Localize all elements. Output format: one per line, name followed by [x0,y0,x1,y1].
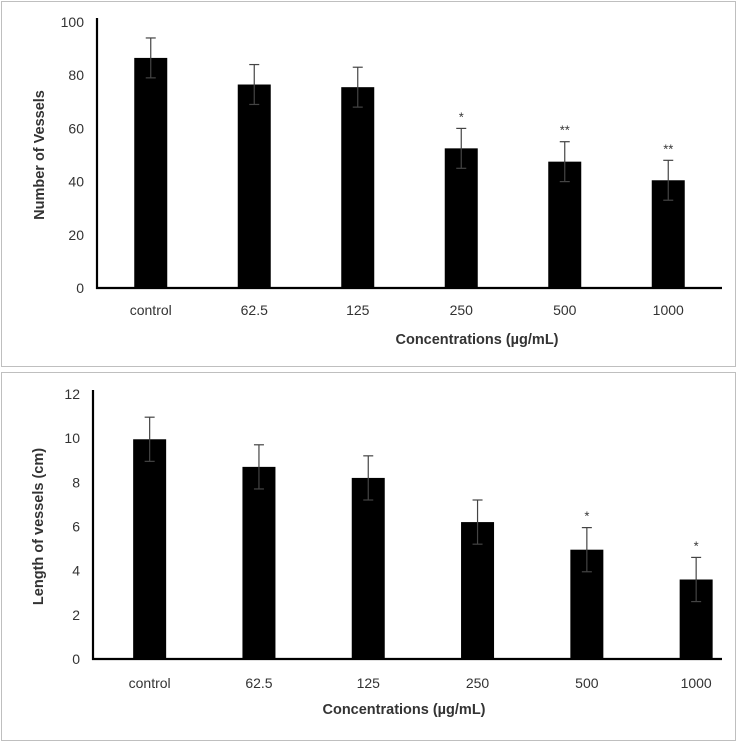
length-y-tick-label-4: 8 [72,474,80,490]
length-x-tick-label-1: 62.5 [245,675,272,691]
count-y-tick-label-0: 0 [76,280,84,296]
count-y-tick-label-3: 60 [68,120,84,136]
length-bar-1 [242,466,276,659]
length-y-tick-label-0: 0 [72,651,80,667]
length-error-bar-1 [253,444,264,490]
count-bar-2 [341,87,375,288]
vessel-length-chart: 0 2 4 6 8 10 12 control 62.5 125 250 * 500 * 1000 Conce… [31,386,722,718]
count-bar-3 [444,148,478,288]
count-x-tick-label-0: control [130,302,172,318]
chart-panel-vessel-length: 0 2 4 6 8 10 12 control 62.5 125 250 * 500 * 1000 Conce… [1,372,736,741]
count-x-tick-label-4: 500 [553,302,577,318]
count-x-axis-title: Concentrations (µg/mL) [395,332,558,348]
length-x-tick-label-4: 500 [575,675,599,691]
length-y-axis-title: Length of vessels (cm) [31,448,47,605]
length-x-tick-label-0: control [129,675,171,691]
count-bar-1 [237,84,271,288]
length-y-tick-label-5: 10 [64,430,80,446]
length-y-tick-label-2: 4 [72,563,80,579]
count-x-tick-label-2: 125 [346,302,370,318]
count-y-tick-label-1: 20 [68,227,84,243]
length-bar-3 [461,522,495,659]
count-y-tick-label-4: 80 [68,67,84,83]
length-y-tick-label-6: 12 [64,386,80,402]
count-x-tick-label-1: 62.5 [241,302,268,318]
length-x-tick-label-3: 250 [466,675,490,691]
count-y-tick-label-2: 40 [68,174,84,190]
length-x-tick-label-5: 1000 [681,675,712,691]
count-y-axis-title: Number of Vessels [32,90,48,220]
count-error-bar-2 [352,66,363,108]
length-x-tick-label-2: 125 [357,675,381,691]
count-error-bar-3 [456,127,467,169]
length-x-axis-title: Concentrations (µg/mL) [322,702,485,718]
count-error-bar-0 [145,37,156,79]
count-error-bar-1 [249,63,260,106]
count-x-tick-label-5: 1000 [653,302,684,318]
length-error-bar-4 [581,527,592,573]
length-y-tick-label-1: 2 [72,607,80,623]
count-x-tick-label-3: 250 [450,302,474,318]
chart-panel-vessel-count: 0 20 40 60 80 100 control 62.5 125 * 250 ** 500 ** 100… [1,1,736,367]
length-bar-2 [351,477,385,659]
count-y-tick-label-5: 100 [61,14,85,30]
length-significance-5: * [694,538,699,553]
length-error-bar-5 [691,556,702,603]
count-significance-5: ** [663,141,673,156]
length-y-tick-label-3: 6 [72,519,80,535]
count-bar-0 [134,57,168,288]
vessel-count-chart: 0 20 40 60 80 100 control 62.5 125 * 250 ** 500 ** 100… [32,14,722,348]
count-significance-3: * [459,109,464,124]
count-significance-4: ** [560,123,570,138]
count-bar-4 [548,161,582,288]
count-error-bar-5 [663,159,674,201]
length-error-bar-3 [472,499,483,545]
count-error-bar-4 [559,141,570,183]
length-error-bar-2 [363,455,374,501]
length-significance-4: * [584,509,589,524]
length-bar-0 [133,439,167,659]
length-error-bar-0 [144,416,155,462]
